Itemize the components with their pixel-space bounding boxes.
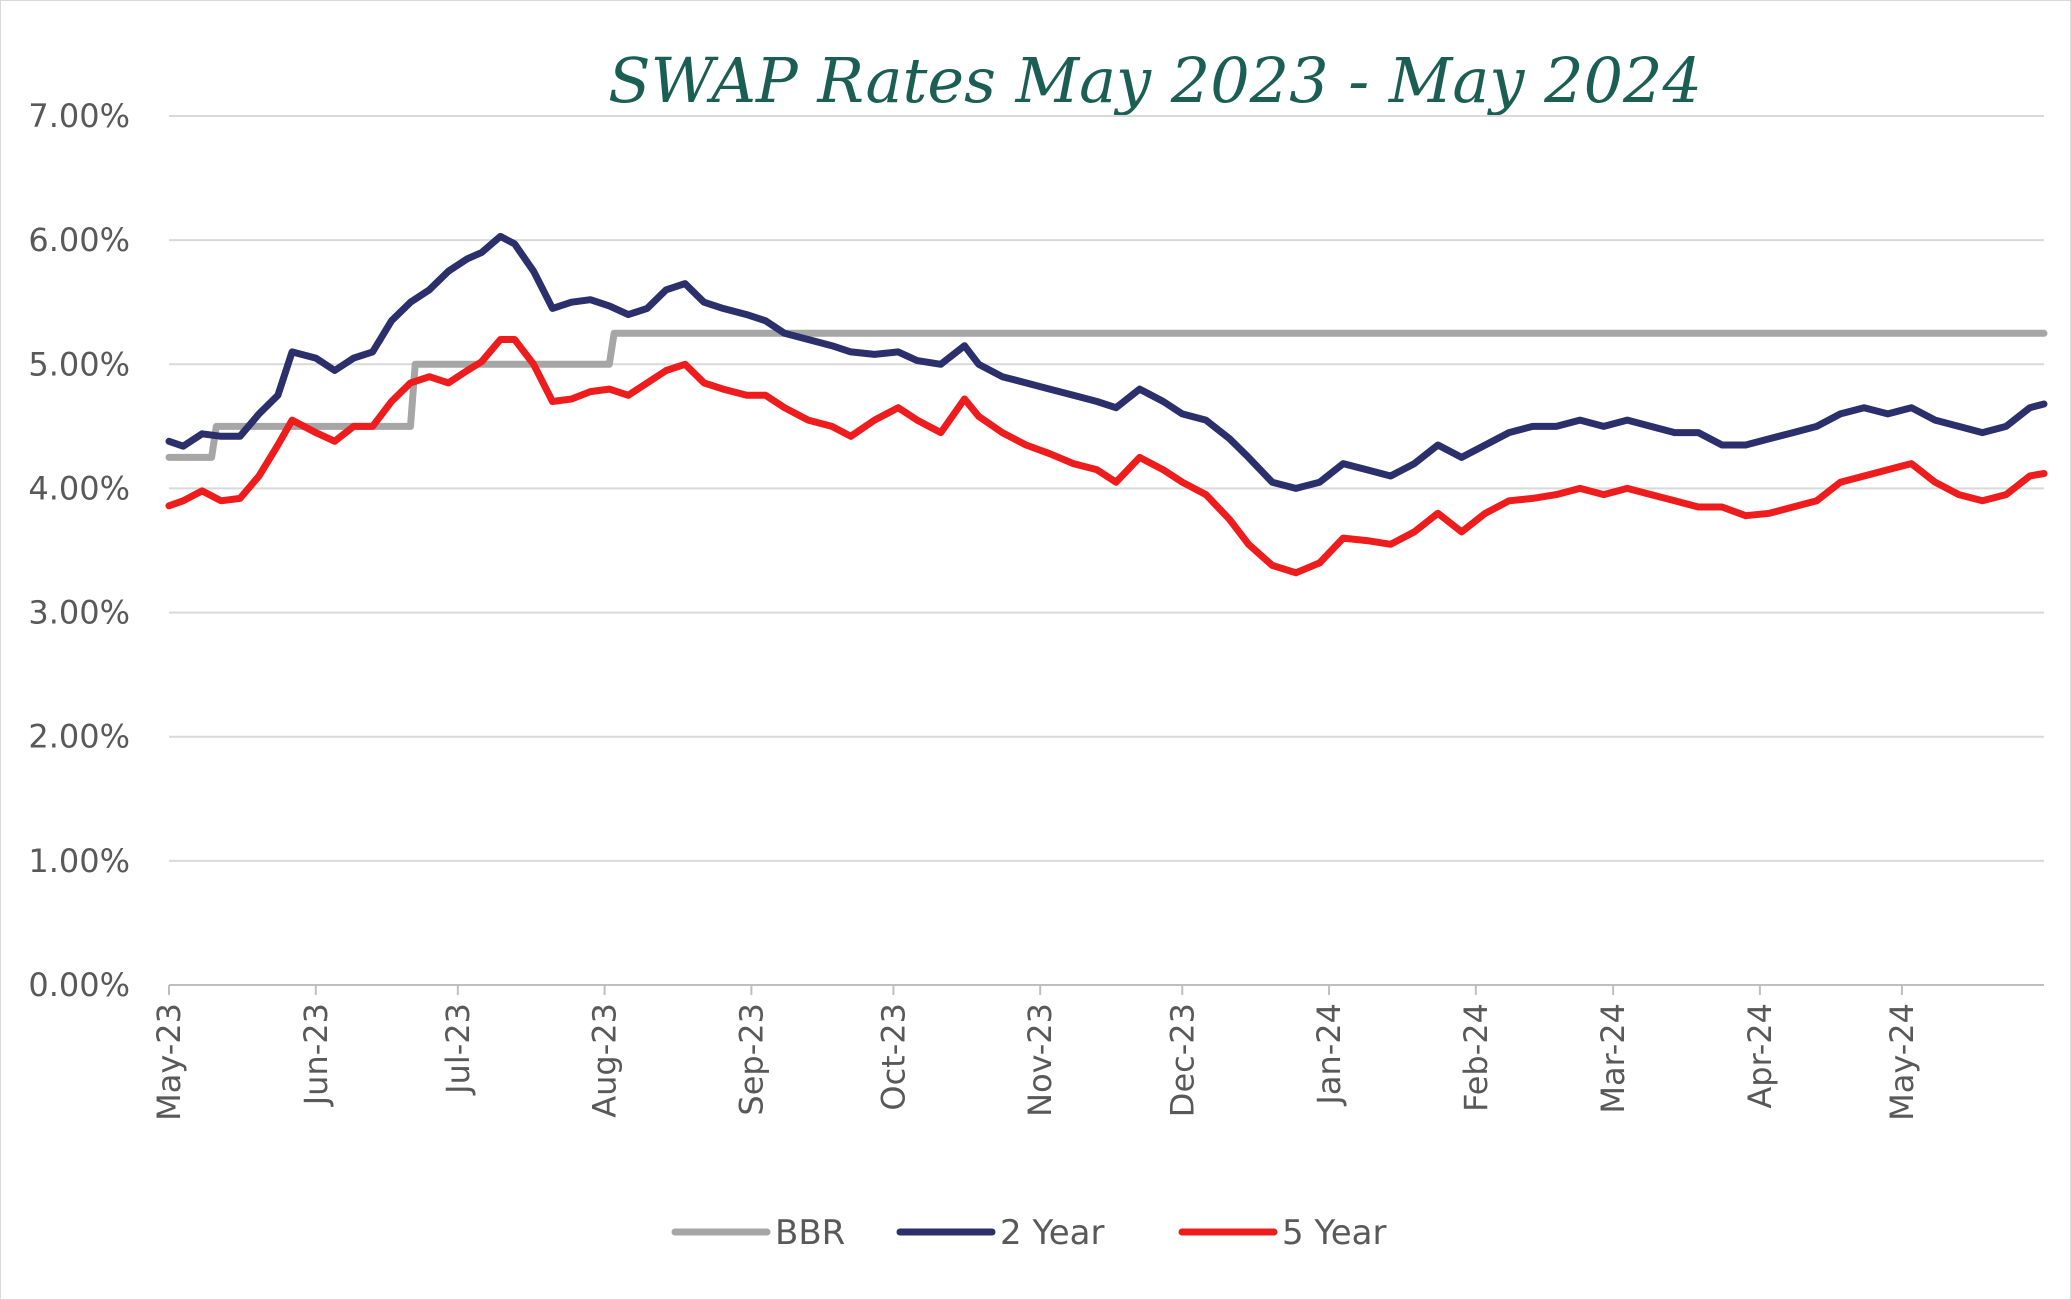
- y-tick-label: 6.00%: [28, 221, 130, 259]
- series-line-2-year: [165, 232, 2048, 492]
- x-tick-label: Aug-23: [586, 1003, 624, 1118]
- x-tick-label: May-23: [150, 1003, 188, 1121]
- y-tick-label: 5.00%: [28, 345, 130, 383]
- y-tick-label: 3.00%: [28, 594, 130, 632]
- y-tick-label: 1.00%: [28, 842, 130, 880]
- series-line-bbr: [165, 329, 2048, 461]
- legend-label-2-year: 2 Year: [1000, 1213, 1104, 1253]
- x-tick-label: Apr-24: [1741, 1003, 1779, 1109]
- y-tick-label: 4.00%: [28, 469, 130, 507]
- y-axis-ticks: 0.00% 1.00% 2.00% 3.00% 4.00% 5.00% 6.00% 7.00%: [28, 97, 130, 1004]
- x-tick-label: Feb-24: [1457, 1003, 1495, 1112]
- x-axis: May-23 Jun-23 Jul-23 Aug-23 Sep-23 Oct-23 Nov-…: [150, 984, 2044, 1121]
- y-tick-label: 0.00%: [28, 966, 130, 1004]
- y-tick-label: 7.00%: [28, 97, 130, 135]
- chart-title: SWAP Rates May 2023 - May 2024: [608, 44, 1702, 117]
- x-tick-label: Sep-23: [732, 1003, 770, 1116]
- x-tick-label: Jun-23: [297, 1003, 335, 1107]
- x-tick-label: Nov-23: [1021, 1003, 1059, 1117]
- legend: BBR 2 Year 5 Year: [671, 1213, 1386, 1253]
- x-tick-label: Dec-23: [1163, 1003, 1201, 1117]
- series-lines: [165, 232, 2048, 577]
- legend-label-5-year: 5 Year: [1282, 1213, 1386, 1253]
- x-tick-label: Mar-24: [1594, 1003, 1632, 1114]
- y-tick-label: 2.00%: [28, 718, 130, 756]
- x-tick-label: Oct-23: [874, 1003, 912, 1111]
- x-tick-label: Jan-24: [1310, 1003, 1348, 1107]
- x-tick-label: May-24: [1883, 1003, 1921, 1121]
- series-line-5-year: [165, 336, 2048, 577]
- legend-label-bbr: BBR: [775, 1213, 845, 1253]
- x-tick-label: Jul-23: [439, 1003, 477, 1096]
- gridlines: [169, 115, 2044, 862]
